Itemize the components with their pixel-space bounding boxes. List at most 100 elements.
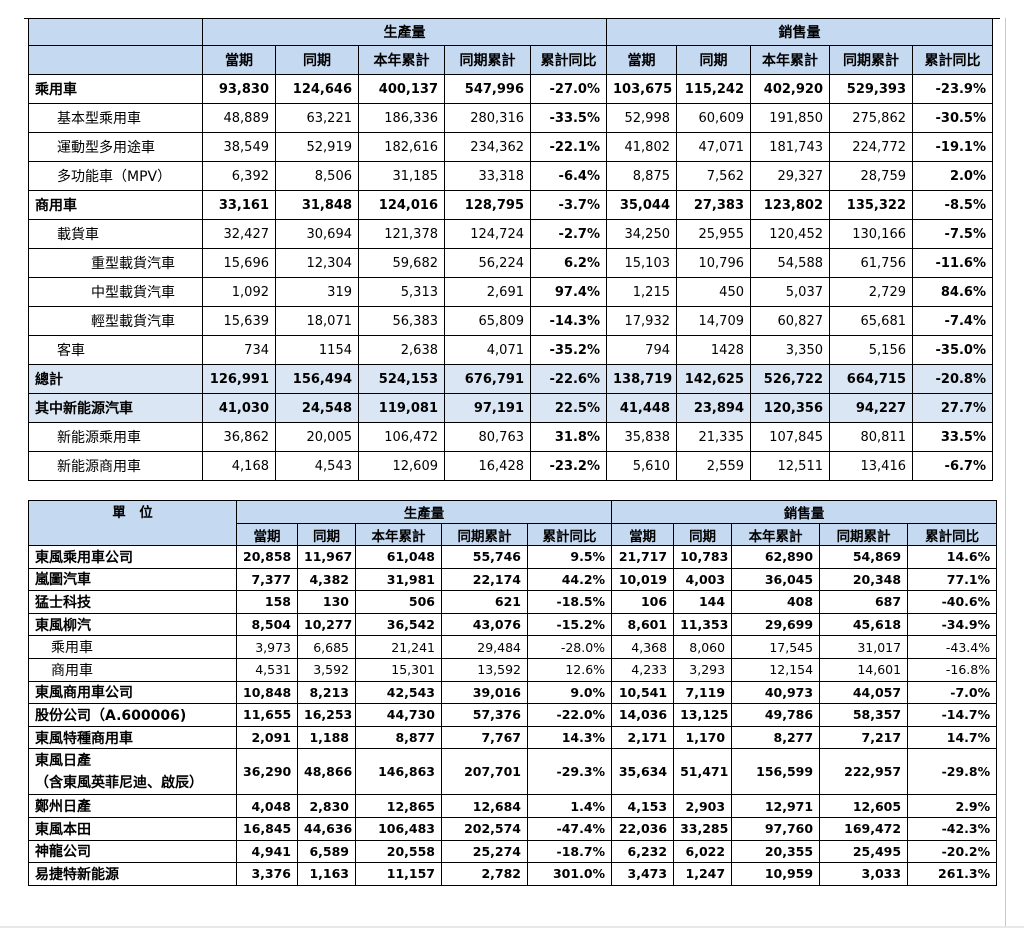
value-cell: 144 [673, 590, 733, 614]
value-cell: 115,242 [676, 74, 751, 104]
value-cell: 450 [676, 277, 751, 307]
value-cell: 10,848 [236, 680, 298, 705]
value-cell: 138,719 [606, 364, 677, 394]
value-cell: 36,542 [355, 612, 442, 637]
value-cell: 547,996 [444, 74, 531, 104]
value-cell: 25,274 [441, 839, 528, 864]
value-cell: 123,802 [750, 190, 830, 220]
row-label: 運動型多用途車 [28, 132, 203, 162]
value-cell: 181,743 [750, 132, 830, 162]
table-row: 輕型載貨汽車 15,639 18,071 56,383 65,809 -14.3% 17,9… [28, 306, 993, 336]
yoy-cell: -43.4% [907, 635, 998, 659]
value-cell: 16,253 [297, 703, 356, 727]
table-row: 客車 734 1154 2,638 4,071 -35.2% 794 1428 3,350 5,1… [28, 335, 993, 365]
yoy-cell: 9.5% [526, 545, 613, 569]
value-cell: 40,973 [731, 680, 821, 705]
value-cell: 35,044 [606, 190, 677, 220]
value-cell: 44,057 [819, 680, 909, 705]
value-cell: 224,772 [829, 132, 913, 162]
value-cell: 1,188 [297, 725, 356, 750]
value-cell: 36,290 [236, 748, 298, 796]
col-header: 本年累計 [731, 523, 821, 546]
vehicle-type-table: 生產量 銷售量 當期 同期 本年累計 同期累計 累計同比 當期 同期 本年累計 … [28, 18, 993, 481]
row-label: 總計 [28, 364, 203, 394]
value-cell: 106,472 [358, 422, 445, 452]
row-label: 鄭州日產 [28, 794, 237, 818]
value-cell: 402,920 [750, 74, 830, 104]
value-cell: 6,589 [297, 839, 356, 864]
yoy-cell: 22.5% [530, 393, 607, 423]
row-label: 東風日產 （含東風英菲尼迪、啟辰） [28, 748, 237, 796]
value-cell: 57,376 [441, 703, 528, 727]
col-header: 同期累計 [829, 45, 913, 75]
bottom-rule [0, 926, 1024, 928]
value-cell: 20,348 [819, 567, 909, 592]
value-cell: 33,161 [202, 190, 276, 220]
value-cell: 3,973 [236, 635, 298, 659]
value-cell: 4,071 [444, 335, 531, 365]
value-cell: 4,048 [236, 794, 298, 818]
value-cell: 12,304 [275, 248, 359, 278]
yoy-cell: -18.7% [526, 839, 613, 864]
value-cell: 51,471 [673, 748, 733, 796]
value-cell: 1,247 [673, 862, 733, 886]
value-cell: 1,163 [297, 862, 356, 886]
value-cell: 146,863 [355, 748, 442, 796]
yoy-cell: -6.7% [912, 451, 993, 481]
value-cell: 61,756 [829, 248, 913, 278]
table-row: 新能源商用車 4,168 4,543 12,609 16,428 -23.2% 5,610 2… [28, 451, 993, 481]
table-row: 東風商用車公司 10,848 8,213 42,543 39,016 9.0% 10,541… [28, 680, 998, 705]
table-row: 乘用車 3,973 6,685 21,241 29,484 -28.0% 4,368 8,06… [28, 635, 998, 659]
value-cell: 524,153 [358, 364, 445, 394]
value-cell: 10,959 [731, 862, 821, 886]
value-cell: 27,383 [676, 190, 751, 220]
value-cell: 182,616 [358, 132, 445, 162]
value-cell: 32,427 [202, 219, 276, 249]
value-cell: 2,638 [358, 335, 445, 365]
yoy-cell: -22.6% [530, 364, 607, 394]
yoy-cell: -18.5% [526, 590, 613, 614]
unit-table: 單 位 生產量 銷售量 當期 同期 本年累計 同期累計 累計同比 當期 同期 本… [28, 500, 998, 886]
value-cell: 2,903 [673, 794, 733, 818]
table-row: 股份公司（A.600006) 11,655 16,253 44,730 57,376 -2… [28, 703, 998, 727]
table-row: 基本型乘用車 48,889 63,221 186,336 280,316 -33.5% 52… [28, 103, 993, 133]
value-cell: 103,675 [606, 74, 677, 104]
value-cell: 8,060 [673, 635, 733, 659]
value-cell: 734 [202, 335, 276, 365]
yoy-cell: 77.1% [907, 567, 998, 592]
value-cell: 234,362 [444, 132, 531, 162]
unit-header: 單 位 [28, 500, 237, 546]
value-cell: 36,045 [731, 567, 821, 592]
col-header: 同期累計 [444, 45, 531, 75]
value-cell: 15,696 [202, 248, 276, 278]
value-cell: 135,322 [829, 190, 913, 220]
value-cell: 15,639 [202, 306, 276, 336]
value-cell: 65,681 [829, 306, 913, 336]
value-cell: 169,472 [819, 816, 909, 841]
yoy-cell: 84.6% [912, 277, 993, 307]
row-label-line1: 東風日產 [35, 752, 91, 769]
yoy-cell: -6.4% [530, 161, 607, 191]
value-cell: 29,699 [731, 612, 821, 637]
row-label: 東風乘用車公司 [28, 545, 237, 569]
table-row: 其中新能源汽車 41,030 24,548 119,081 97,191 22.5% 41,… [28, 393, 993, 423]
value-cell: 16,428 [444, 451, 531, 481]
table-row: 東風特種商用車 2,091 1,188 8,877 7,767 14.3% 2,171 1,1… [28, 725, 998, 750]
value-cell: 4,543 [275, 451, 359, 481]
row-label: 神龍公司 [28, 839, 237, 864]
value-cell: 11,967 [297, 545, 356, 569]
value-cell: 2,171 [611, 725, 675, 750]
value-cell: 1,092 [202, 277, 276, 307]
yoy-cell: -30.5% [912, 103, 993, 133]
value-cell: 191,850 [750, 103, 830, 133]
sales-header: 銷售量 [606, 18, 993, 46]
value-cell: 49,786 [731, 703, 821, 727]
value-cell: 8,875 [606, 161, 677, 191]
yoy-cell: -23.9% [912, 74, 993, 104]
value-cell: 22,036 [611, 816, 675, 841]
value-cell: 33,285 [673, 816, 733, 841]
yoy-cell: -14.3% [530, 306, 607, 336]
yoy-cell: -7.4% [912, 306, 993, 336]
row-label: 乘用車 [28, 635, 237, 659]
value-cell: 97,760 [731, 816, 821, 841]
